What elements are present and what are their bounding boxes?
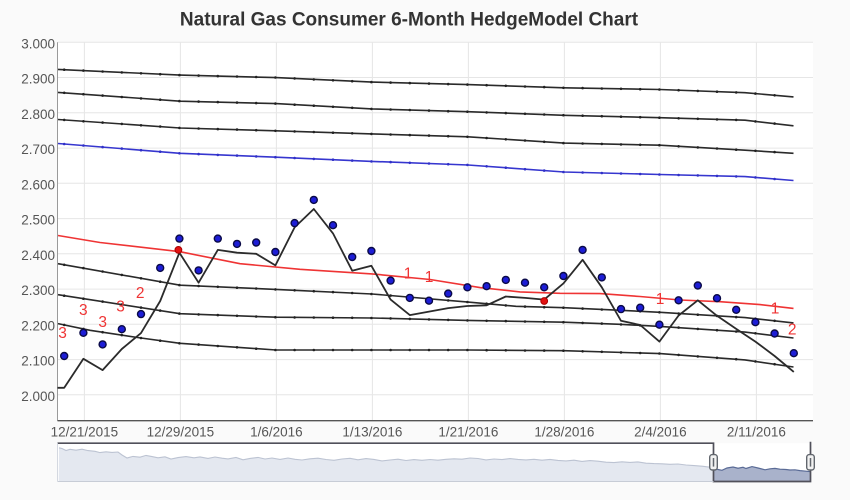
svg-text:12/21/2015: 12/21/2015	[51, 424, 119, 439]
svg-text:2.300: 2.300	[21, 283, 55, 298]
svg-text:3: 3	[116, 298, 125, 315]
svg-text:2.400: 2.400	[21, 248, 55, 263]
svg-text:1: 1	[771, 301, 780, 318]
svg-text:Natural Gas Consumer 6-Month H: Natural Gas Consumer 6-Month HedgeModel …	[180, 10, 639, 31]
svg-text:2.700: 2.700	[21, 142, 55, 157]
svg-text:2: 2	[136, 285, 145, 302]
svg-text:3: 3	[79, 302, 88, 319]
svg-text:2.600: 2.600	[21, 177, 55, 192]
svg-text:3.000: 3.000	[21, 36, 55, 51]
svg-text:12/29/2015: 12/29/2015	[147, 424, 215, 439]
svg-text:2/4/2016: 2/4/2016	[634, 424, 687, 439]
svg-text:2.200: 2.200	[21, 318, 55, 333]
svg-text:2.800: 2.800	[21, 107, 55, 122]
svg-text:1/13/2016: 1/13/2016	[342, 424, 402, 439]
svg-text:2.100: 2.100	[21, 354, 55, 369]
svg-text:2/11/2016: 2/11/2016	[727, 424, 786, 439]
svg-text:1/6/2016: 1/6/2016	[250, 424, 303, 439]
svg-text:1: 1	[425, 269, 434, 286]
svg-text:2.900: 2.900	[21, 72, 55, 87]
svg-text:1/21/2016: 1/21/2016	[438, 424, 498, 439]
svg-text:2.500: 2.500	[21, 213, 55, 228]
svg-text:1: 1	[656, 291, 665, 308]
svg-text:1: 1	[404, 266, 413, 283]
svg-text:3: 3	[58, 325, 67, 342]
svg-text:3: 3	[98, 314, 107, 331]
svg-text:2.000: 2.000	[21, 389, 55, 404]
svg-text:1/28/2016: 1/28/2016	[534, 424, 594, 439]
svg-text:2: 2	[788, 321, 797, 338]
